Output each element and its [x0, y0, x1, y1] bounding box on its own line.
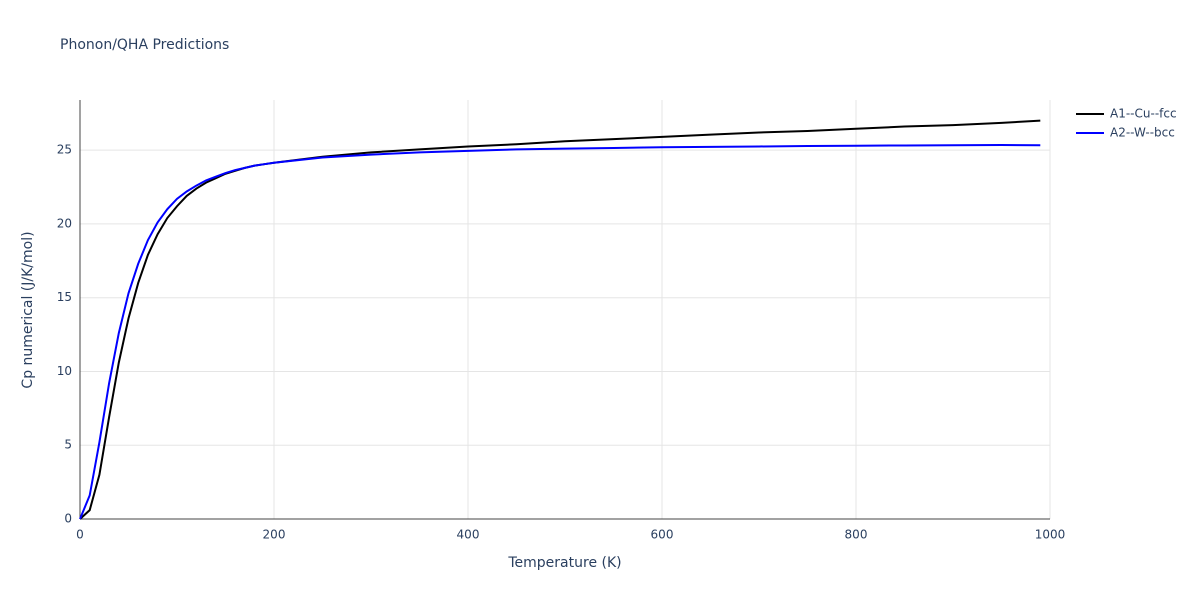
- x-tick-label: 800: [845, 528, 868, 542]
- x-axis-title: Temperature (K): [507, 555, 621, 571]
- series-line: [79, 143, 1041, 520]
- chart-title: Phonon/QHA Predictions: [60, 37, 229, 53]
- y-tick-label: 15: [57, 290, 72, 304]
- x-tick-label: 600: [651, 528, 674, 542]
- legend-label: A1--Cu--fcc: [1110, 107, 1177, 121]
- y-tick-label: 20: [57, 216, 72, 230]
- x-tick-label: 400: [457, 528, 480, 542]
- y-tick-label: 0: [64, 512, 72, 526]
- series-line: [79, 119, 1041, 520]
- y-tick-label: 5: [64, 438, 72, 452]
- x-tick-label: 0: [76, 528, 84, 542]
- x-tick-label: 1000: [1035, 528, 1066, 542]
- y-tick-label: 25: [57, 143, 72, 157]
- x-tick-label: 200: [263, 528, 286, 542]
- legend-label: A2--W--bcc: [1110, 126, 1175, 140]
- y-axis-title: Cp numerical (J/K/mol): [20, 231, 36, 388]
- y-tick-label: 10: [57, 364, 72, 378]
